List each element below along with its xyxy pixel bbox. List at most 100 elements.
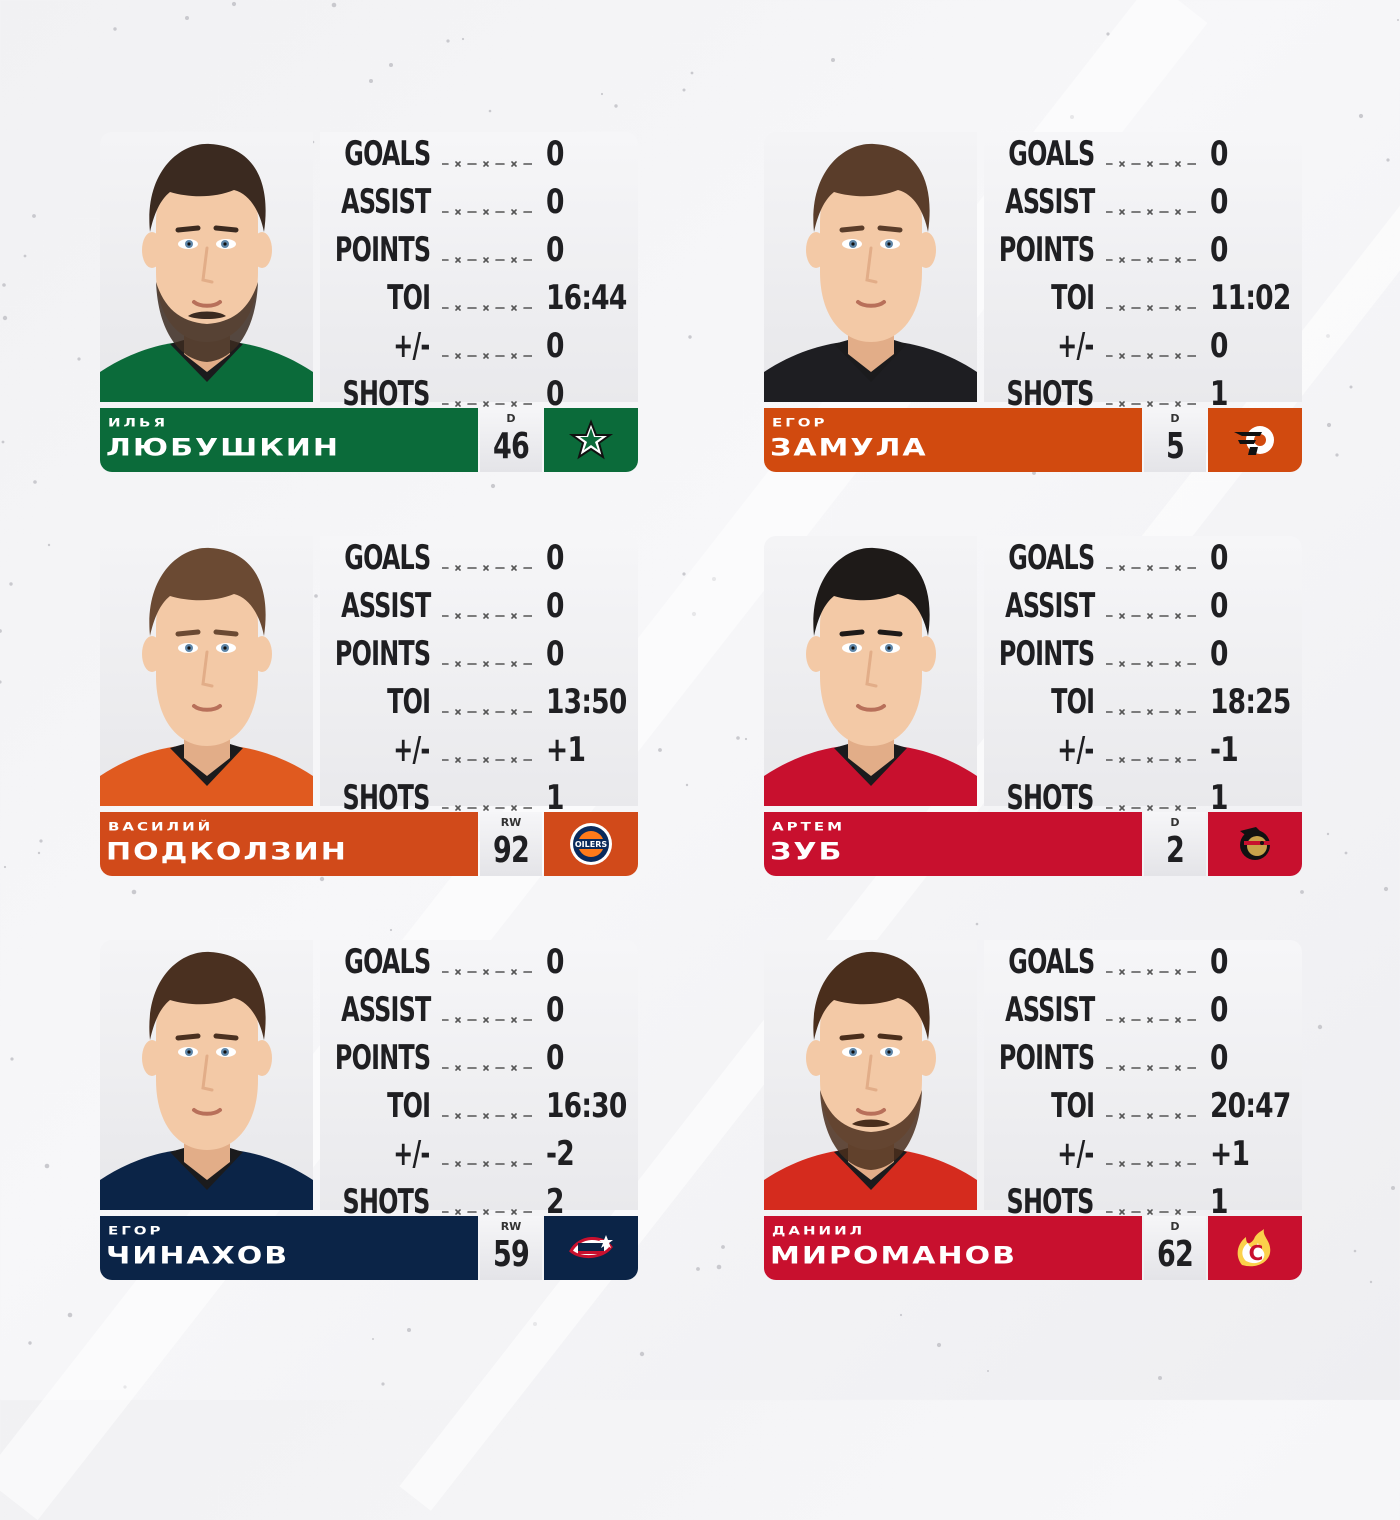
dotted-leader [441, 154, 533, 167]
stat-label: POINTS [998, 634, 1095, 674]
stat-label: +/- [393, 1134, 431, 1174]
stat-label: ASSIST [340, 182, 431, 222]
stat-label: GOALS [343, 942, 431, 982]
player-portrait [100, 132, 313, 402]
stat-value-plus-minus: 0 [1210, 326, 1228, 366]
stat-label: TOI [386, 682, 431, 722]
stat-value-assist: 0 [1210, 990, 1228, 1030]
stat-label: TOI [1050, 278, 1095, 318]
stat-label: POINTS [334, 1038, 431, 1078]
stat-row-goals: GOALS 0 [320, 132, 638, 180]
stat-row-plus-minus: +/- +1 [984, 1132, 1302, 1180]
stat-label: TOI [386, 1086, 431, 1126]
stat-value-shots: 1 [546, 778, 564, 818]
stat-row-plus-minus: +/- 0 [984, 324, 1302, 372]
stat-row-toi: TOI 20:47 [984, 1084, 1302, 1132]
dotted-leader [441, 250, 533, 263]
stat-label: ASSIST [1004, 182, 1095, 222]
stat-row-plus-minus: +/- -2 [320, 1132, 638, 1180]
stats-panel: GOALS 0 ASSIST 0 POINTS 0 TOI 13:50 [320, 536, 638, 818]
stat-row-shots: SHOTS 1 [984, 1180, 1302, 1228]
stat-label: +/- [393, 326, 431, 366]
stat-label: GOALS [343, 134, 431, 174]
dotted-leader [441, 1202, 533, 1215]
stat-value-assist: 0 [1210, 586, 1228, 626]
jersey-number: 46 [492, 426, 530, 467]
stat-row-assist: ASSIST 0 [320, 180, 638, 228]
team-logo-box: C [1208, 1216, 1302, 1280]
stat-row-goals: GOALS 0 [984, 940, 1302, 988]
stat-row-toi: TOI 18:25 [984, 680, 1302, 728]
stat-value-shots: 0 [546, 374, 564, 414]
dotted-leader [1105, 1058, 1197, 1071]
stat-row-points: POINTS 0 [320, 228, 638, 276]
dotted-leader [1105, 394, 1197, 407]
stat-label: TOI [1050, 1086, 1095, 1126]
name-bar: ЕГОР ЗАМУЛА [764, 408, 1142, 472]
stat-label: SHOTS [343, 1182, 431, 1222]
position-label: D [506, 412, 516, 425]
stat-value-toi: 11:02 [1210, 278, 1291, 318]
dotted-leader [1105, 606, 1197, 619]
stat-row-points: POINTS 0 [984, 632, 1302, 680]
player-portrait [100, 536, 313, 806]
stat-label: +/- [1057, 730, 1095, 770]
stat-value-toi: 16:44 [546, 278, 627, 318]
stat-label: SHOTS [343, 778, 431, 818]
dotted-leader [1105, 250, 1197, 263]
dotted-leader [441, 1106, 533, 1119]
stat-value-goals: 0 [1210, 538, 1228, 578]
stat-value-goals: 0 [1210, 942, 1228, 982]
player-card: GOALS 0 ASSIST 0 POINTS 0 TOI 13:50 [100, 536, 638, 892]
last-name: ЧИНАХОВ [106, 1242, 290, 1270]
stat-row-goals: GOALS 0 [984, 536, 1302, 584]
stat-value-plus-minus: +1 [546, 730, 586, 770]
player-portrait [764, 536, 977, 806]
first-name: ВАСИЛИЙ [108, 820, 214, 834]
jersey-number-box: D 2 [1144, 812, 1206, 876]
position-label: D [1170, 1220, 1180, 1233]
stat-value-toi: 16:30 [546, 1086, 627, 1126]
stats-panel: GOALS 0 ASSIST 0 POINTS 0 TOI 16:30 [320, 940, 638, 1222]
jersey-number: 59 [492, 1234, 530, 1275]
player-card: GOALS 0 ASSIST 0 POINTS 0 TOI 11:02 [764, 132, 1302, 488]
stat-value-assist: 0 [546, 586, 564, 626]
dotted-leader [1105, 1202, 1197, 1215]
stat-value-plus-minus: -1 [1210, 730, 1239, 770]
stat-value-goals: 0 [546, 538, 564, 578]
dotted-leader [1105, 798, 1197, 811]
stat-value-shots: 1 [1210, 778, 1228, 818]
dotted-leader [441, 298, 533, 311]
dotted-leader [441, 702, 533, 715]
stat-value-plus-minus: 0 [546, 326, 564, 366]
dotted-leader [441, 750, 533, 763]
jersey-number-box: RW 92 [480, 812, 542, 876]
stat-value-shots: 2 [546, 1182, 564, 1222]
team-logo-box [544, 1216, 638, 1280]
jersey-number-box: D 5 [1144, 408, 1206, 472]
team-logo-box [1208, 812, 1302, 876]
stat-value-points: 0 [546, 1038, 564, 1078]
jersey-number-box: RW 59 [480, 1216, 542, 1280]
stat-label: POINTS [334, 230, 431, 270]
stat-row-assist: ASSIST 0 [320, 584, 638, 632]
stat-label: POINTS [334, 634, 431, 674]
stat-row-points: POINTS 0 [320, 632, 638, 680]
stat-row-toi: TOI 16:30 [320, 1084, 638, 1132]
stat-label: GOALS [1007, 134, 1095, 174]
position-label: D [1170, 412, 1180, 425]
stat-row-assist: ASSIST 0 [984, 180, 1302, 228]
jersey-number: 92 [492, 830, 530, 871]
dotted-leader [1105, 1154, 1197, 1167]
stat-label: +/- [1057, 1134, 1095, 1174]
team-logo-box [1208, 408, 1302, 472]
player-card: GOALS 0 ASSIST 0 POINTS 0 TOI 18:25 [764, 536, 1302, 892]
player-card: GOALS 0 ASSIST 0 POINTS 0 TOI 16:44 [100, 132, 638, 488]
stat-label: +/- [1057, 326, 1095, 366]
name-bar: ЕГОР ЧИНАХОВ [100, 1216, 478, 1280]
stat-row-plus-minus: +/- 0 [320, 324, 638, 372]
jersey-number: 5 [1165, 426, 1185, 467]
jersey-number: 2 [1165, 830, 1185, 871]
stat-row-shots: SHOTS 1 [320, 776, 638, 824]
stat-value-points: 0 [1210, 634, 1228, 674]
